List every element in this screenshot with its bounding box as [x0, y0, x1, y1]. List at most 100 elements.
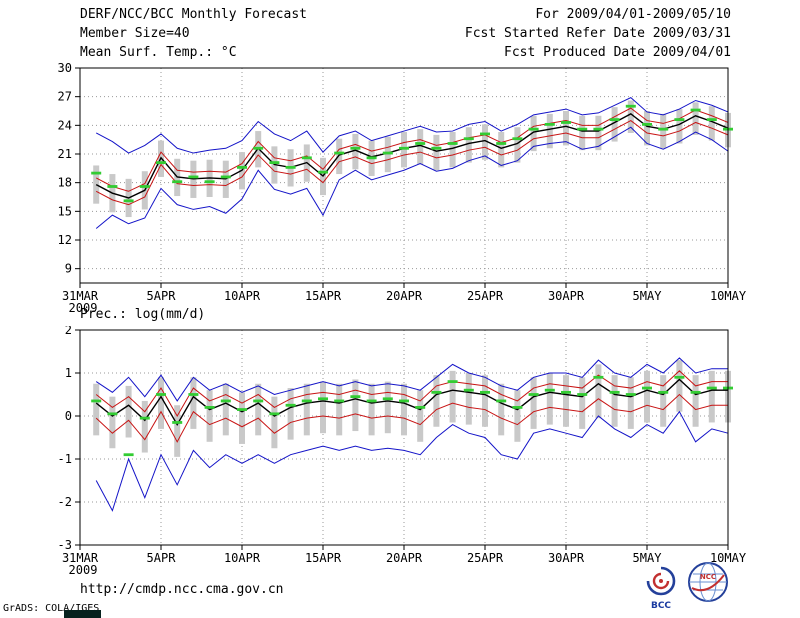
x-tick-label: 31MAR — [62, 289, 99, 303]
ensemble-spread-bar — [530, 115, 537, 152]
y-tick-label: -1 — [58, 452, 72, 466]
ensemble-spread-bar — [222, 383, 229, 436]
ensemble-spread-bar — [514, 390, 521, 442]
ensemble-spread-bar — [692, 375, 699, 427]
ensemble-max-line — [95, 357, 728, 402]
x-tick-label: 25APR — [467, 289, 504, 303]
y-tick-label: 15 — [58, 204, 72, 218]
ncc-logo-label: NCC — [700, 573, 716, 581]
ensemble-spread-bar — [401, 132, 407, 168]
mean-plus-spread-line — [95, 107, 729, 192]
grads-stamp — [64, 610, 101, 618]
ensemble-spread-bar — [482, 124, 488, 160]
ensemble-spread-bar — [433, 375, 440, 427]
bcc-logo-label: BCC — [650, 601, 672, 611]
x-tick-label: 30APR — [548, 289, 585, 303]
ensemble-spread-bar — [530, 377, 537, 429]
ensemble-spread-bar — [93, 383, 100, 436]
ensemble-spread-bar — [644, 111, 650, 146]
ensemble-spread-bar — [563, 375, 569, 427]
ensemble-spread-bar — [141, 400, 148, 453]
ensemble-min-line — [95, 126, 729, 229]
fcst-start-date-label: Fcst Started Refer Date 2009/03/31 — [464, 26, 731, 41]
ensemble-spread-bar — [352, 379, 359, 432]
ensemble-spread-bar — [271, 396, 278, 449]
ensemble-spread-bar — [206, 390, 213, 442]
y-tick-label: 30 — [58, 61, 72, 75]
ensemble-spread-bar — [158, 377, 164, 429]
x-tick-label: 20APR — [386, 289, 423, 303]
ensemble-spread-bar — [303, 383, 310, 436]
x-tick-sublabel: 2009 — [69, 301, 98, 315]
member-size-label: Member Size=40 — [80, 26, 190, 41]
y-tick-label: 2 — [65, 326, 72, 337]
y-tick-label: 21 — [58, 147, 72, 161]
bcc-logo: BCC — [644, 566, 678, 611]
ensemble-spread-bar — [449, 132, 456, 168]
y-tick-label: 0 — [65, 409, 72, 423]
ensemble-spread-bar — [595, 115, 602, 151]
ensemble-spread-bar — [644, 370, 650, 423]
ncc-logo: NCC — [686, 561, 730, 607]
temperature-chart: 31MAR 2009 5APR 10APR 15APR 20APR 25APR 30APR 5M… — [0, 60, 800, 324]
x-tick-label: 31MAR — [62, 551, 99, 565]
ensemble-spread-bar — [692, 102, 699, 135]
ensemble-spread-bar — [401, 383, 407, 436]
x-tick-label: 10MAY — [710, 289, 747, 303]
ensemble-spread-bar — [708, 370, 715, 423]
ensemble-spread-bar — [676, 109, 683, 144]
x-tick-label: 30APR — [548, 551, 585, 565]
ensemble-spread-bar — [109, 396, 116, 449]
temp-panel-title: Mean Surf. Temp.: °C — [80, 45, 237, 60]
ensemble-spread-bar — [660, 375, 667, 427]
ensemble-spread-bar — [287, 388, 294, 440]
bcc-emblem-icon — [646, 566, 676, 596]
mean-minus-spread-line — [95, 393, 728, 443]
x-tick-label: 15APR — [305, 289, 342, 303]
ensemble-spread-bar — [384, 136, 391, 173]
ensemble-spread-bar — [708, 106, 715, 141]
ensemble-spread-bar — [579, 377, 586, 429]
ensemble-spread-bar — [660, 113, 667, 149]
report-title: DERF/NCC/BCC Monthly Forecast — [80, 7, 307, 22]
ensemble-mean-line — [95, 378, 728, 426]
ensemble-spread-bar — [433, 134, 440, 171]
ensemble-spread-bar — [239, 392, 245, 444]
x-tick-label: 10APR — [224, 289, 261, 303]
ensemble-spread-bar — [627, 100, 634, 133]
ensemble-spread-bar — [498, 132, 505, 168]
y-tick-label: 18 — [58, 176, 72, 190]
ensemble-spread-bar — [514, 127, 521, 163]
x-tick-label: 15APR — [305, 551, 342, 565]
x-tick-label: 5APR — [147, 551, 177, 565]
x-tick-label: 25APR — [467, 551, 504, 565]
x-tick-label: 5APR — [147, 289, 177, 303]
y-tick-label: 9 — [65, 262, 72, 276]
ensemble-spread-bar — [449, 370, 456, 423]
ensemble-spread-bar — [563, 111, 569, 146]
ensemble-spread-bar — [627, 377, 634, 429]
ensemble-max-line — [95, 97, 729, 154]
ensemble-spread-bar — [595, 364, 602, 419]
precip-panel-title: Prec.: log(mm/d) — [80, 307, 206, 322]
precipitation-chart: 31MAR 2009 5APR 10APR 15APR 20APR 25APR 30APR 5M… — [0, 323, 800, 590]
fcst-produced-date-label: Fcst Produced Date 2009/04/01 — [504, 45, 731, 60]
source-url: http://cmdp.ncc.cma.gov.cn — [80, 582, 284, 597]
x-tick-label: 10APR — [224, 551, 261, 565]
ensemble-spread-bar — [336, 383, 343, 436]
ensemble-spread-bar — [546, 113, 553, 149]
y-tick-label: 12 — [58, 233, 72, 247]
ensemble-spread-bar — [676, 360, 683, 412]
ensemble-min-line — [95, 410, 729, 512]
x-tick-label: 5MAY — [633, 289, 663, 303]
ensemble-spread-bar — [255, 383, 262, 436]
ensemble-spread-bar — [320, 381, 326, 434]
ensemble-spread-bar — [384, 381, 391, 434]
x-tick-label: 5MAY — [633, 551, 663, 565]
x-tick-label: 10MAY — [710, 551, 747, 565]
y-tick-label: 27 — [58, 90, 72, 104]
ensemble-spread-bar — [482, 375, 488, 427]
